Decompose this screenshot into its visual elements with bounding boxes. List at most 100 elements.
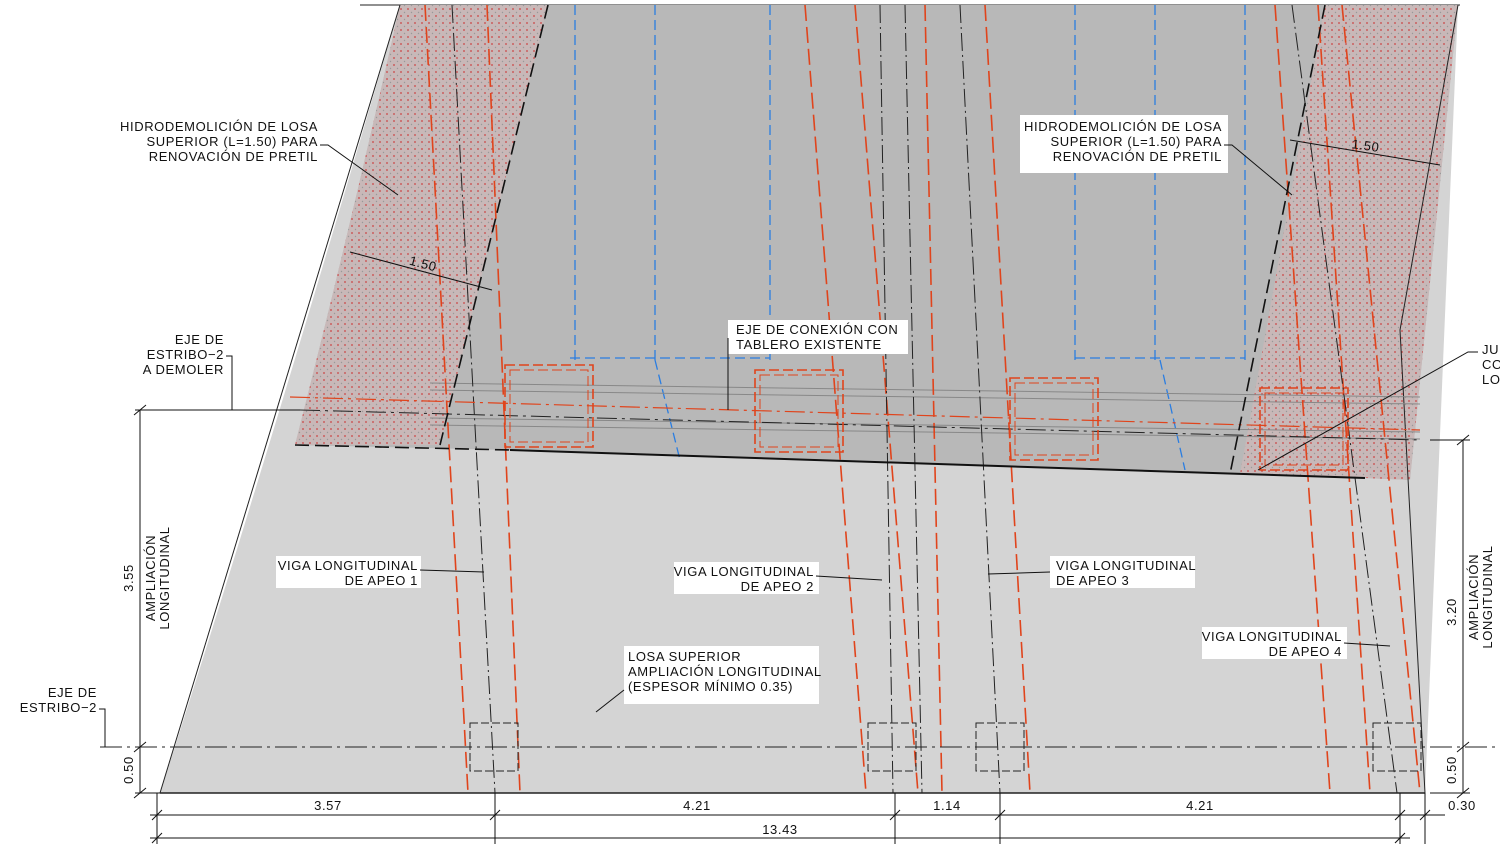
- leader-line: [1224, 144, 1293, 196]
- leader-line: [1257, 351, 1478, 471]
- tie-rod: [429, 389, 1421, 405]
- label-text: VIGA LONGITUDINAL: [1202, 629, 1342, 644]
- dimension-line: [1456, 787, 1470, 799]
- label-text: EJE DE: [175, 332, 224, 347]
- leader-line: [226, 355, 233, 410]
- connection-box: [1009, 377, 1099, 461]
- label-text: AMPLIACIÓN: [143, 535, 158, 621]
- hydro-boundary: [439, 4, 549, 446]
- label-text: 3.20: [1444, 598, 1459, 626]
- connection-box: [509, 369, 589, 443]
- dimension-line: [489, 809, 501, 821]
- label-text: RENOVACIÓN DE PRETIL: [149, 149, 318, 164]
- bearing: [469, 722, 519, 772]
- deck-edge: [294, 444, 511, 451]
- label-text: VIGA LONGITUDINAL: [278, 558, 418, 573]
- leader-line: [987, 571, 1051, 575]
- tie-rod: [429, 382, 1421, 398]
- connection-box: [1259, 387, 1349, 471]
- label-text: DE APEO 1: [345, 573, 418, 588]
- hydro-strip-right: [1240, 5, 1458, 480]
- label-text: 4.21: [683, 798, 711, 813]
- beam-axis: [879, 4, 894, 794]
- connection-axis: [289, 396, 1421, 431]
- label-text: A DEMOLER: [143, 362, 224, 377]
- label-text: LONGITUDINAL: [1480, 545, 1495, 648]
- label-text: ESTRIBO−2: [147, 347, 224, 362]
- label-text: VIGA LONGITUDINAL: [674, 564, 814, 579]
- connection-box: [759, 374, 839, 448]
- label-text: DE APEO 2: [741, 579, 814, 594]
- beam-axis: [959, 4, 1001, 794]
- leader-line: [595, 689, 625, 713]
- dimension-line: [349, 251, 493, 291]
- label-text: AMPLIACIÓN: [1466, 554, 1481, 640]
- label-box: [276, 556, 421, 588]
- label-text: CO: [1482, 357, 1500, 372]
- dimension-line: [1394, 809, 1406, 821]
- label-box: [1050, 556, 1195, 588]
- label-text: AMPLIACIÓN LONGITUDINAL: [628, 664, 822, 679]
- leader-line: [815, 575, 883, 581]
- dimension-line: [889, 809, 901, 821]
- linework: [100, 4, 1500, 844]
- tie-rod: [429, 417, 1421, 433]
- bearing: [975, 722, 1025, 772]
- label-text: LOSA SUPERIOR: [628, 649, 741, 664]
- leader-line: [419, 569, 485, 573]
- label-box: [728, 320, 908, 354]
- label-text: (ESPESOR MÍNIMO 0.35): [628, 679, 793, 694]
- label-text: JU: [1482, 342, 1499, 357]
- label-text: LO: [1482, 372, 1500, 387]
- beam-axis: [1291, 4, 1398, 794]
- label-text: ESTRIBO−2: [20, 700, 97, 715]
- label-text: 1.14: [933, 798, 961, 813]
- label-text: HIDRODEMOLICIÓN DE LOSA: [120, 119, 318, 134]
- dimension-line: [151, 809, 163, 821]
- label-text: 0.50: [121, 756, 136, 784]
- label-box: [1202, 627, 1347, 659]
- hydro-strip-left: [295, 5, 548, 445]
- existing-beam-line: [1159, 359, 1186, 471]
- connection-box: [504, 364, 594, 448]
- label-text: RENOVACIÓN DE PRETIL: [1053, 149, 1222, 164]
- label-text: DE APEO 4: [1269, 644, 1342, 659]
- leader-line: [320, 144, 399, 196]
- demolish-axis: [299, 409, 1421, 441]
- bearing: [867, 722, 917, 772]
- label-text: VIGA LONGITUDINAL: [1056, 558, 1196, 573]
- dimension-line: [1456, 434, 1470, 446]
- label-text: 0.50: [1444, 756, 1459, 784]
- connection-box: [1264, 392, 1344, 466]
- dimension-line: [1456, 741, 1470, 753]
- deck-edge: [509, 449, 1366, 479]
- label-text: 1.50: [1351, 136, 1381, 155]
- label-text: SUPERIOR (L=1.50) PARA: [1050, 134, 1222, 149]
- right-edge: [1399, 4, 1459, 794]
- dimension-line: [133, 741, 147, 753]
- label-text: 13.43: [762, 822, 798, 837]
- existing-beam-line: [654, 359, 681, 461]
- label-text: 4.21: [1186, 798, 1214, 813]
- dimension-line: [994, 809, 1006, 821]
- label-box: [624, 646, 819, 704]
- label-text: TABLERO EXISTENTE: [736, 337, 882, 352]
- dimension-line: [133, 404, 147, 416]
- bearing: [1372, 722, 1422, 772]
- label-text: SUPERIOR (L=1.50) PARA: [146, 134, 318, 149]
- dimension-line: [1419, 809, 1431, 821]
- connection-box: [1014, 382, 1094, 456]
- label-text: 0.30: [1448, 798, 1476, 813]
- label-text: 3.55: [121, 564, 136, 592]
- label-text: DE APEO 3: [1056, 573, 1129, 588]
- dimension-line: [1394, 832, 1406, 844]
- connection-box: [754, 369, 844, 453]
- beam-axis: [451, 4, 496, 794]
- leader-line: [99, 708, 106, 747]
- dimension-line: [1289, 139, 1441, 166]
- left-edge: [159, 4, 401, 794]
- label-box: [1020, 115, 1228, 173]
- label-text: HIDRODEMOLICIÓN DE LOSA: [1024, 119, 1222, 134]
